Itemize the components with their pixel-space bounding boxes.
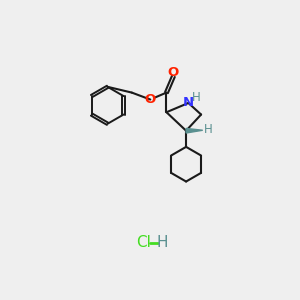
Text: O: O — [168, 67, 179, 80]
Text: H: H — [191, 92, 200, 104]
Text: N: N — [183, 97, 194, 110]
Polygon shape — [186, 128, 203, 133]
Text: Cl: Cl — [136, 235, 151, 250]
Text: H: H — [203, 123, 212, 136]
Text: H: H — [156, 235, 168, 250]
Text: O: O — [145, 93, 156, 106]
